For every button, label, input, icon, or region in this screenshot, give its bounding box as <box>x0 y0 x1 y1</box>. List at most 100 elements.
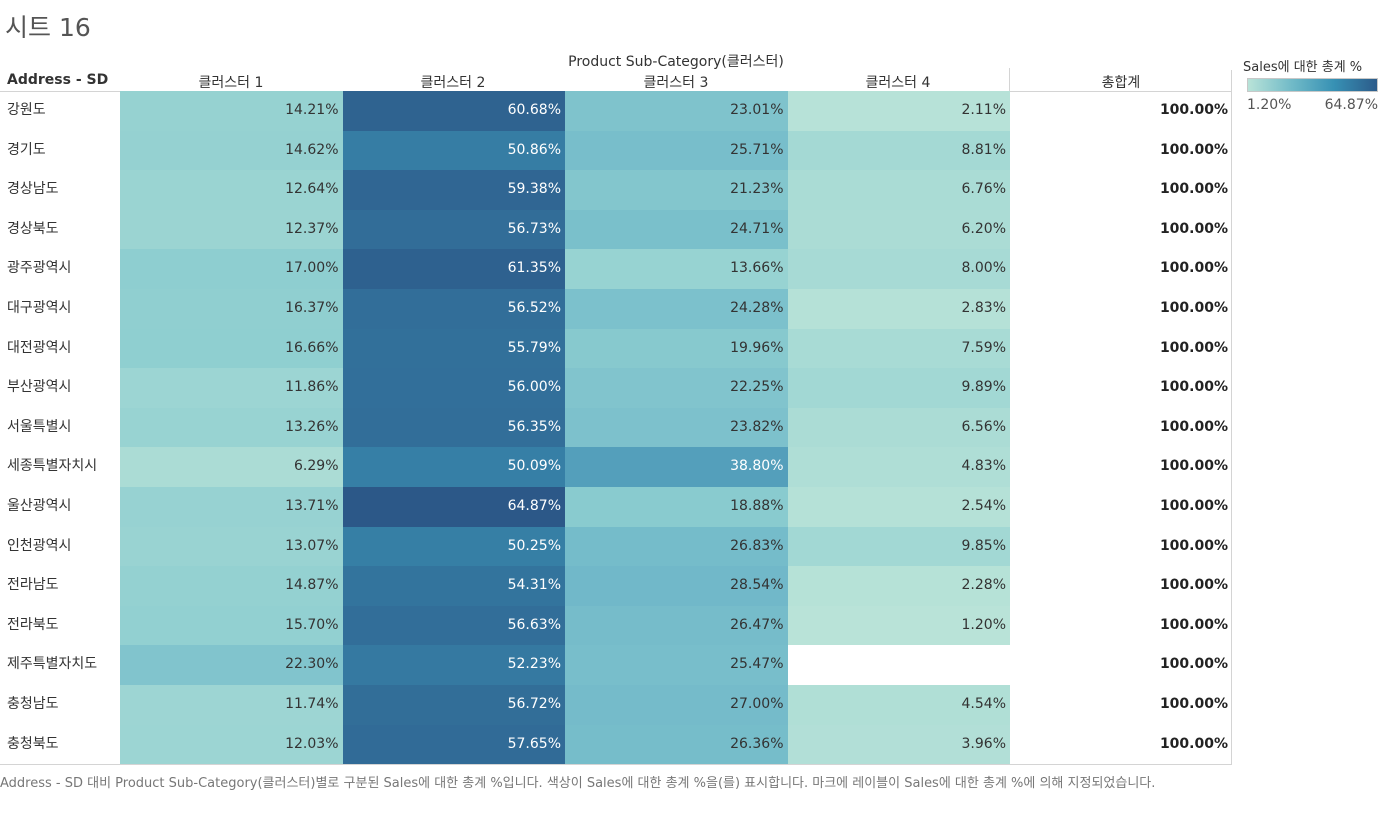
row-label[interactable]: 경기도 <box>7 141 46 158</box>
row-label[interactable]: 서울특별시 <box>7 418 72 435</box>
grand-total-cell[interactable]: 100.00% <box>1159 418 1228 435</box>
heatmap-cell[interactable]: 25.47% <box>565 645 788 685</box>
heatmap-cell[interactable]: 4.54% <box>787 684 1010 725</box>
grand-total-cell[interactable]: 100.00% <box>1159 497 1228 514</box>
heatmap-cell[interactable]: 61.35% <box>342 249 565 289</box>
row-label[interactable]: 제주특별자치도 <box>7 656 98 673</box>
heatmap-cell[interactable]: 26.36% <box>565 724 788 765</box>
heatmap-cell[interactable]: 8.81% <box>787 130 1010 171</box>
row-label[interactable]: 광주광역시 <box>7 260 72 277</box>
heatmap-cell[interactable]: 54.31% <box>342 566 565 606</box>
heatmap-cell[interactable]: 59.38% <box>342 170 565 210</box>
heatmap-cell[interactable]: 6.20% <box>787 209 1010 250</box>
heatmap-cell[interactable]: 55.79% <box>342 328 565 369</box>
heatmap-cell[interactable]: 21.23% <box>565 170 788 210</box>
heatmap-cell[interactable]: 28.54% <box>565 566 788 606</box>
row-label[interactable]: 강원도 <box>7 102 46 118</box>
heatmap-cell[interactable]: 12.64% <box>120 170 343 210</box>
row-label[interactable]: 부산광역시 <box>7 379 72 396</box>
heatmap-cell[interactable]: 7.59% <box>787 328 1010 369</box>
heatmap-cell[interactable]: 18.88% <box>565 486 788 527</box>
grand-total-cell[interactable]: 100.00% <box>1159 260 1228 277</box>
heatmap-cell[interactable]: 4.83% <box>787 447 1010 487</box>
heatmap-cell[interactable]: 25.71% <box>565 130 788 171</box>
heatmap-cell[interactable]: 64.87% <box>342 486 565 527</box>
heatmap-cell[interactable]: 16.66% <box>120 328 343 369</box>
row-label[interactable]: 세종특별자치시 <box>7 458 98 475</box>
heatmap-cell[interactable]: 14.87% <box>120 566 343 606</box>
row-label[interactable]: 인천광역시 <box>7 537 72 554</box>
column-header-grand-total[interactable]: 총합계 <box>1101 75 1141 91</box>
grand-total-cell[interactable]: 100.00% <box>1159 458 1228 475</box>
heatmap-cell[interactable]: 60.68% <box>342 91 565 131</box>
grand-total-cell[interactable]: 100.00% <box>1159 141 1228 158</box>
grand-total-cell[interactable]: 100.00% <box>1159 577 1228 594</box>
heatmap-cell[interactable]: 22.30% <box>120 645 343 685</box>
heatmap-cell[interactable]: 13.66% <box>565 249 788 289</box>
heatmap-cell[interactable]: 52.23% <box>342 645 565 685</box>
row-label[interactable]: 울산광역시 <box>7 497 72 514</box>
column-header-cluster-3[interactable]: 클러스터 3 <box>643 75 709 91</box>
heatmap-cell[interactable]: 24.28% <box>565 288 788 329</box>
heatmap-cell[interactable]: 12.37% <box>120 209 343 250</box>
grand-total-cell[interactable]: 100.00% <box>1159 102 1228 118</box>
heatmap-cell[interactable]: 56.73% <box>342 209 565 250</box>
heatmap-cell[interactable]: 38.80% <box>565 447 788 487</box>
column-group-header[interactable]: Product Sub-Category(클러스터) <box>568 54 784 70</box>
heatmap-cell[interactable]: 17.00% <box>120 249 343 289</box>
column-header-cluster-4[interactable]: 클러스터 4 <box>865 75 931 91</box>
heatmap-cell[interactable]: 56.35% <box>342 407 565 448</box>
grand-total-cell[interactable]: 100.00% <box>1159 181 1228 198</box>
grand-total-cell[interactable]: 100.00% <box>1159 695 1228 712</box>
heatmap-cell[interactable]: 3.96% <box>787 724 1010 765</box>
heatmap-cell[interactable]: 24.71% <box>565 209 788 250</box>
heatmap-cell[interactable]: 12.03% <box>120 724 343 765</box>
heatmap-cell[interactable]: 19.96% <box>565 328 788 369</box>
grand-total-cell[interactable]: 100.00% <box>1159 656 1228 673</box>
heatmap-cell[interactable]: 26.83% <box>565 526 788 567</box>
heatmap-cell[interactable]: 6.56% <box>787 407 1010 448</box>
heatmap-cell[interactable]: 14.62% <box>120 130 343 171</box>
heatmap-cell[interactable]: 13.26% <box>120 407 343 448</box>
heatmap-cell[interactable]: 9.85% <box>787 526 1010 567</box>
heatmap-cell[interactable]: 15.70% <box>120 605 343 646</box>
heatmap-cell[interactable]: 11.86% <box>120 368 343 408</box>
heatmap-cell[interactable]: 50.86% <box>342 130 565 171</box>
column-header-cluster-2[interactable]: 클러스터 2 <box>420 75 486 91</box>
row-label[interactable]: 대전광역시 <box>7 339 72 356</box>
heatmap-cell[interactable]: 56.63% <box>342 605 565 646</box>
heatmap-cell[interactable]: 9.89% <box>787 368 1010 408</box>
heatmap-cell[interactable]: 2.11% <box>787 91 1010 131</box>
grand-total-cell[interactable]: 100.00% <box>1159 379 1228 396</box>
row-label[interactable]: 충청북도 <box>7 735 59 752</box>
heatmap-cell[interactable]: 2.28% <box>787 566 1010 606</box>
heatmap-cell[interactable] <box>787 645 1010 685</box>
heatmap-cell[interactable]: 56.72% <box>342 684 565 725</box>
row-label[interactable]: 대구광역시 <box>7 299 72 316</box>
heatmap-cell[interactable]: 8.00% <box>787 249 1010 289</box>
legend-color-ramp[interactable] <box>1247 78 1378 92</box>
heatmap-cell[interactable]: 50.25% <box>342 526 565 567</box>
row-label[interactable]: 경상북도 <box>7 220 59 237</box>
heatmap-cell[interactable]: 23.82% <box>565 407 788 448</box>
grand-total-cell[interactable]: 100.00% <box>1159 339 1228 356</box>
heatmap-cell[interactable]: 23.01% <box>565 91 788 131</box>
heatmap-cell[interactable]: 56.52% <box>342 288 565 329</box>
heatmap-cell[interactable]: 6.76% <box>787 170 1010 210</box>
heatmap-cell[interactable]: 13.07% <box>120 526 343 567</box>
row-label[interactable]: 경상남도 <box>7 181 59 198</box>
heatmap-cell[interactable]: 11.74% <box>120 684 343 725</box>
heatmap-cell[interactable]: 27.00% <box>565 684 788 725</box>
row-header-title[interactable]: Address - SD <box>7 72 109 88</box>
heatmap-cell[interactable]: 2.54% <box>787 486 1010 527</box>
heatmap-cell[interactable]: 14.21% <box>120 91 343 131</box>
grand-total-cell[interactable]: 100.00% <box>1159 537 1228 554</box>
grand-total-cell[interactable]: 100.00% <box>1159 220 1228 237</box>
heatmap-cell[interactable]: 1.20% <box>787 605 1010 646</box>
heatmap-cell[interactable]: 16.37% <box>120 288 343 329</box>
grand-total-cell[interactable]: 100.00% <box>1159 616 1228 633</box>
heatmap-cell[interactable]: 22.25% <box>565 368 788 408</box>
row-label[interactable]: 충청남도 <box>7 695 59 712</box>
heatmap-cell[interactable]: 50.09% <box>342 447 565 487</box>
heatmap-cell[interactable]: 57.65% <box>342 724 565 765</box>
